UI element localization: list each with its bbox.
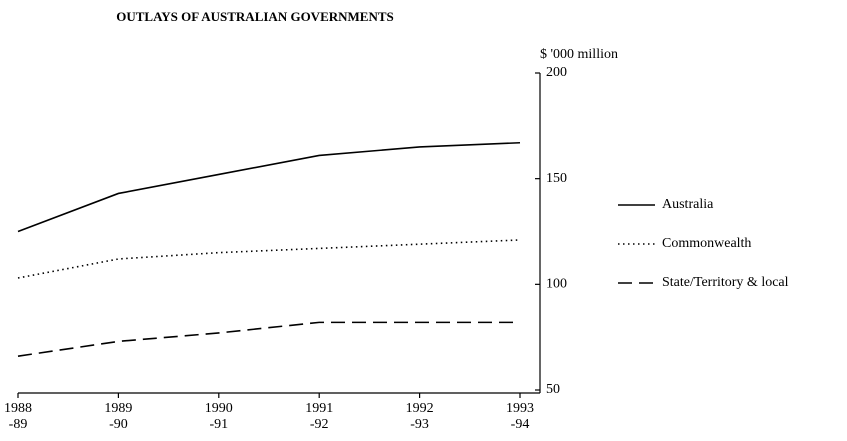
y-tick-label: 100 [546, 277, 567, 292]
x-tick-label: 1990 -91 [205, 401, 233, 432]
x-tick-label-line: -94 [511, 417, 530, 432]
x-tick-label-line: 1990 [205, 401, 233, 416]
x-tick-label-line: 1992 [406, 401, 434, 416]
legend-label: Commonwealth [662, 236, 751, 251]
series-line [17, 141, 521, 233]
y-axis-label: $ '000 million [540, 47, 618, 62]
x-tick-label-line: -93 [410, 417, 429, 432]
x-tick-label-line: 1989 [104, 401, 132, 416]
x-tick-label-line: -89 [9, 417, 28, 432]
y-tick-label: 150 [546, 171, 567, 186]
x-tick-label: 1989 -90 [104, 401, 132, 432]
legend-label: State/Territory & local [662, 275, 789, 290]
x-tick-label: 1993 -94 [506, 401, 534, 432]
chart-title: OUTLAYS OF AUSTRALIAN GOVERNMENTS [116, 9, 394, 24]
x-tick-label: 1991 -92 [305, 401, 333, 432]
x-tick-label-line: -92 [310, 417, 329, 432]
y-tick-label: 50 [546, 382, 560, 397]
y-tick-label: 200 [546, 65, 567, 80]
x-tick-label: 1988 -89 [4, 401, 32, 432]
x-tick-label-line: -90 [109, 417, 128, 432]
x-tick-label-line: 1991 [305, 401, 333, 416]
series-line [17, 239, 521, 279]
series-line [17, 321, 520, 357]
x-tick-label: 1992 -93 [406, 401, 434, 432]
x-tick-label-line: 1993 [506, 401, 534, 416]
x-tick-label-line: -91 [209, 417, 228, 432]
x-tick-label-line: 1988 [4, 401, 32, 416]
legend-label: Australia [662, 197, 714, 212]
